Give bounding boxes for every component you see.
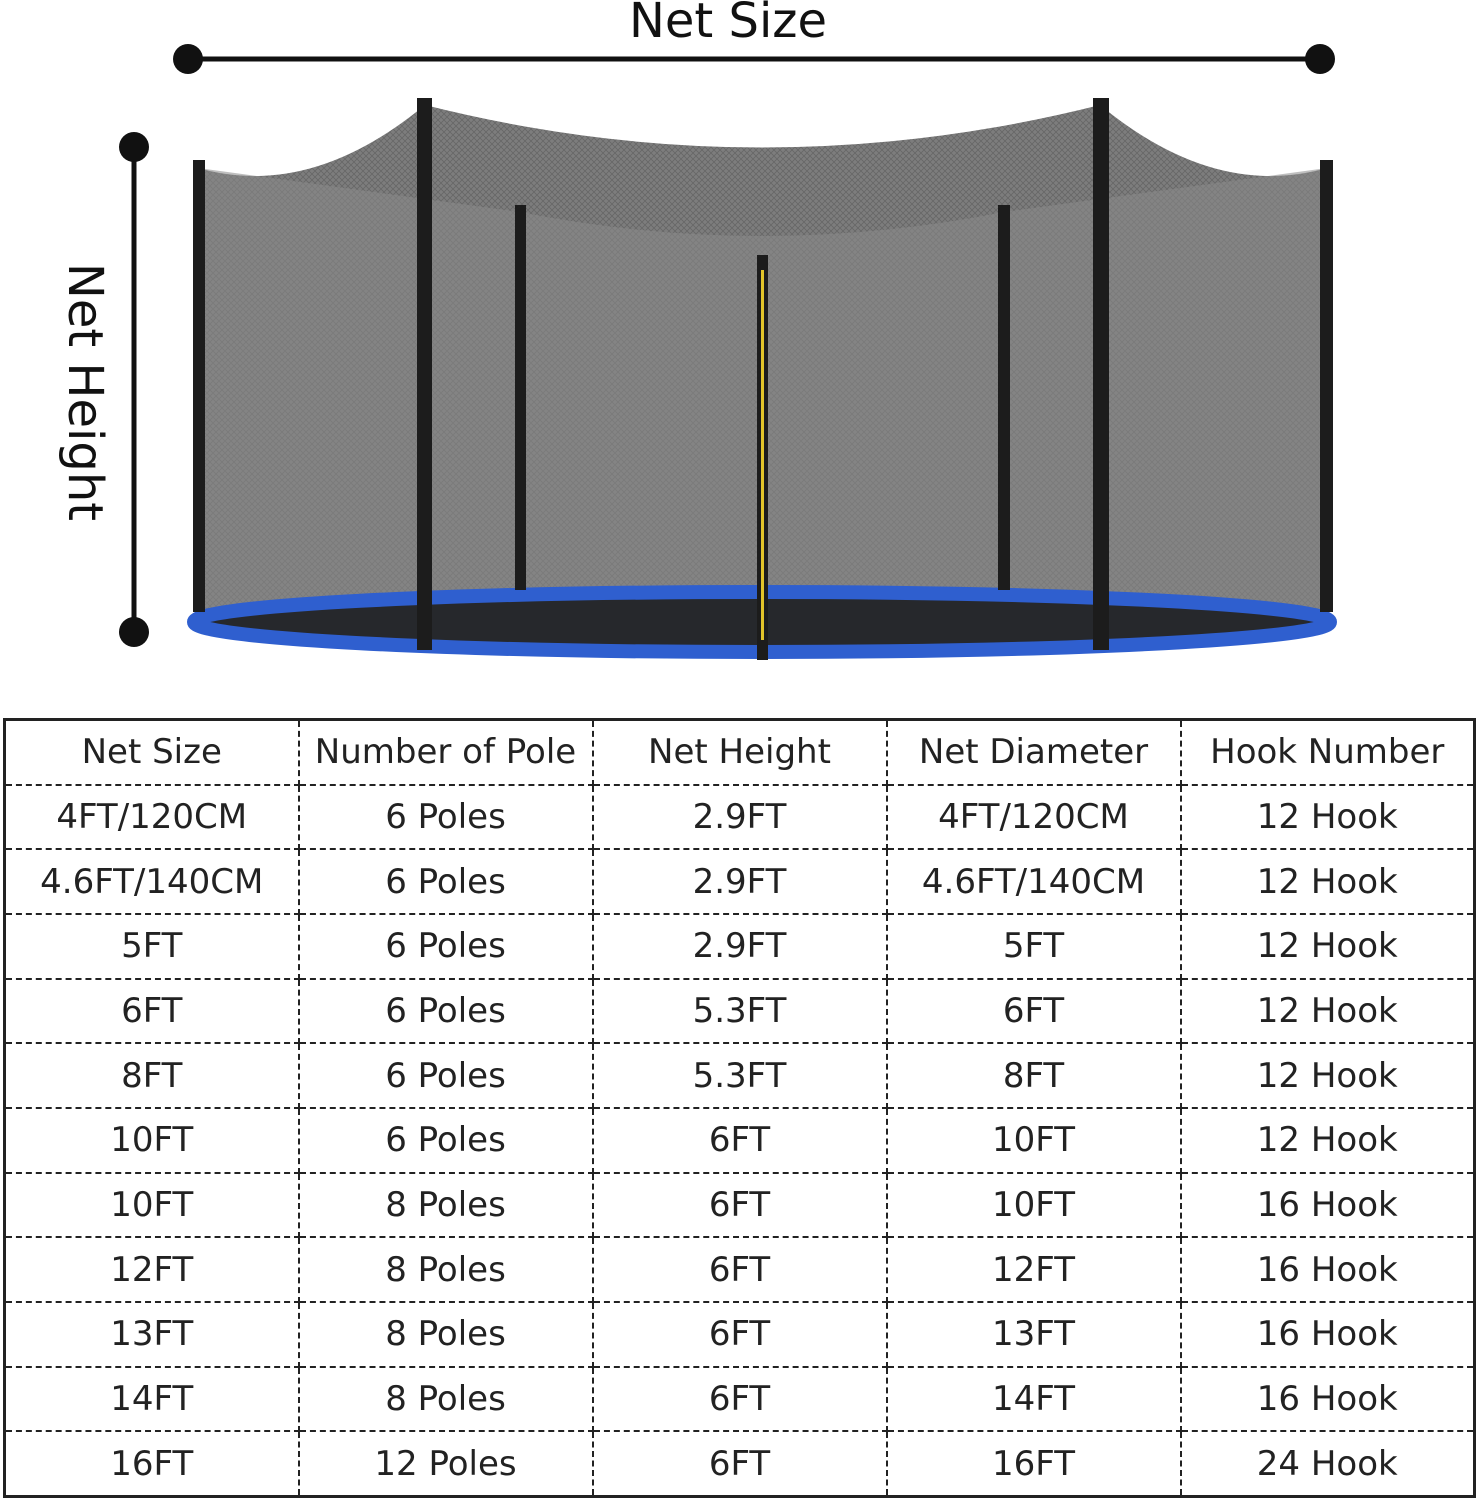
table-cell: 12 Hook xyxy=(1179,783,1476,851)
table-cell: 2.9FT xyxy=(591,848,888,915)
table-cell: 4FT/120CM xyxy=(885,783,1182,851)
table-row: 14FT 8 Poles 6FT 14FT 16 Hook xyxy=(3,1365,1476,1433)
table-cell: 6FT xyxy=(591,1365,888,1433)
table-cell: 13FT xyxy=(3,1300,300,1368)
table-row: 10FT 8 Poles 6FT 10FT 16 Hook xyxy=(3,1171,1476,1239)
table-row: 4.6FT/140CM 6 Poles 2.9FT 4.6FT/140CM 12 Hoo… xyxy=(3,848,1476,915)
table-cell: 14FT xyxy=(3,1365,300,1433)
table-cell: 8 Poles xyxy=(297,1300,594,1368)
table-cell: 16 Hook xyxy=(1179,1236,1476,1303)
table-cell: 6FT xyxy=(591,1106,888,1174)
pole xyxy=(417,98,432,650)
table-cell: 2.9FT xyxy=(591,783,888,851)
table-row: 13FT 8 Poles 6FT 13FT 16 Hook xyxy=(3,1300,1476,1368)
table-cell: 4.6FT/140CM xyxy=(3,848,300,915)
table-row: 5FT 6 Poles 2.9FT 5FT 12 Hook xyxy=(3,912,1476,980)
table-cell: 4FT/120CM xyxy=(3,783,300,851)
table-row: 10FT 6 Poles 6FT 10FT 12 Hook xyxy=(3,1106,1476,1174)
dimension-dot xyxy=(1305,44,1335,74)
table-cell: 12 Poles xyxy=(297,1430,594,1498)
table-cell: 6 Poles xyxy=(297,783,594,851)
table-cell: 16 Hook xyxy=(1179,1171,1476,1239)
table-cell: 16FT xyxy=(3,1430,300,1498)
table-cell: 6FT xyxy=(591,1430,888,1498)
table-row: 6FT 6 Poles 5.3FT 6FT 12 Hook xyxy=(3,977,1476,1045)
pole xyxy=(998,205,1010,590)
net-height-label: Net Height xyxy=(57,263,113,521)
pole xyxy=(1093,98,1109,650)
table-cell: 8 Poles xyxy=(297,1365,594,1433)
net-illustration: Net Size Net Height xyxy=(57,0,1337,660)
table-cell: 12 Hook xyxy=(1179,977,1476,1045)
table-cell: 16FT xyxy=(885,1430,1182,1498)
table-cell: 12FT xyxy=(3,1236,300,1303)
table-cell: 10FT xyxy=(885,1106,1182,1174)
header-cell: Net Height xyxy=(591,718,888,786)
zipper xyxy=(761,270,764,640)
table-cell: 13FT xyxy=(885,1300,1182,1368)
table-cell: 4.6FT/140CM xyxy=(885,848,1182,915)
table-cell: 6FT xyxy=(3,977,300,1045)
header-cell: Net Size xyxy=(3,718,300,786)
table-cell: 10FT xyxy=(3,1171,300,1239)
table-cell: 24 Hook xyxy=(1179,1430,1476,1498)
table-cell: 16 Hook xyxy=(1179,1300,1476,1368)
table-cell: 12 Hook xyxy=(1179,1042,1476,1109)
table-cell: 6 Poles xyxy=(297,1106,594,1174)
table-cell: 5.3FT xyxy=(591,1042,888,1109)
header-cell: Net Diameter xyxy=(885,718,1182,786)
table-cell: 6FT xyxy=(885,977,1182,1045)
table-cell: 8FT xyxy=(885,1042,1182,1109)
table-cell: 10FT xyxy=(3,1106,300,1174)
table-cell: 6FT xyxy=(591,1236,888,1303)
table-cell: 12 Hook xyxy=(1179,912,1476,980)
pole xyxy=(193,160,205,612)
table-cell: 5FT xyxy=(3,912,300,980)
pole xyxy=(1320,160,1333,612)
table-cell: 12 Hook xyxy=(1179,848,1476,915)
table-cell: 12 Hook xyxy=(1179,1106,1476,1174)
table-cell: 8 Poles xyxy=(297,1236,594,1303)
header-cell: Hook Number xyxy=(1179,718,1476,786)
dimension-dot xyxy=(119,617,149,647)
table-cell: 6 Poles xyxy=(297,912,594,980)
table-cell: 8 Poles xyxy=(297,1171,594,1239)
table-row: 16FT 12 Poles 6FT 16FT 24 Hook xyxy=(3,1430,1476,1498)
table-cell: 6 Poles xyxy=(297,977,594,1045)
table-cell: 8FT xyxy=(3,1042,300,1109)
dimension-dot xyxy=(119,132,149,162)
pole xyxy=(515,205,526,590)
table-row: 4FT/120CM 6 Poles 2.9FT 4FT/120CM 12 Hook xyxy=(3,783,1476,851)
table-cell: 14FT xyxy=(885,1365,1182,1433)
table-cell: 6 Poles xyxy=(297,848,594,915)
table-cell: 2.9FT xyxy=(591,912,888,980)
table-cell: 6FT xyxy=(591,1171,888,1239)
dimension-dot xyxy=(173,44,203,74)
header-cell: Number of Pole xyxy=(297,718,594,786)
header-row: Net Size Number of Pole Net Height Net Diam… xyxy=(3,718,1476,786)
table-cell: 6 Poles xyxy=(297,1042,594,1109)
spec-table: Net Size Number of Pole Net Height Net Diam… xyxy=(3,718,1476,1498)
table-cell: 12FT xyxy=(885,1236,1182,1303)
net-size-label: Net Size xyxy=(629,0,827,49)
table-cell: 5FT xyxy=(885,912,1182,980)
table-cell: 16 Hook xyxy=(1179,1365,1476,1433)
table-cell: 5.3FT xyxy=(591,977,888,1045)
table-cell: 6FT xyxy=(591,1300,888,1368)
table-cell: 10FT xyxy=(885,1171,1182,1239)
table-row: 8FT 6 Poles 5.3FT 8FT 12 Hook xyxy=(3,1042,1476,1109)
table-row: 12FT 8 Poles 6FT 12FT 16 Hook xyxy=(3,1236,1476,1303)
